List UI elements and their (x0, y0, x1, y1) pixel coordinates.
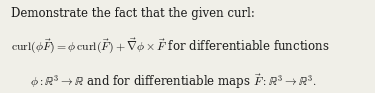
Text: $\mathrm{curl}(\phi\vec{F}) = \phi\,\mathrm{curl}(\vec{F})+\vec{\nabla}\phi\time: $\mathrm{curl}(\phi\vec{F}) = \phi\,\mat… (11, 37, 330, 56)
Text: Demonstrate the fact that the given curl:: Demonstrate the fact that the given curl… (11, 7, 255, 20)
Text: $\phi : \mathbb{R}^3 \to \mathbb{R}$ and for differentiable maps $\vec{F} : \mat: $\phi : \mathbb{R}^3 \to \mathbb{R}$ and… (30, 73, 317, 91)
